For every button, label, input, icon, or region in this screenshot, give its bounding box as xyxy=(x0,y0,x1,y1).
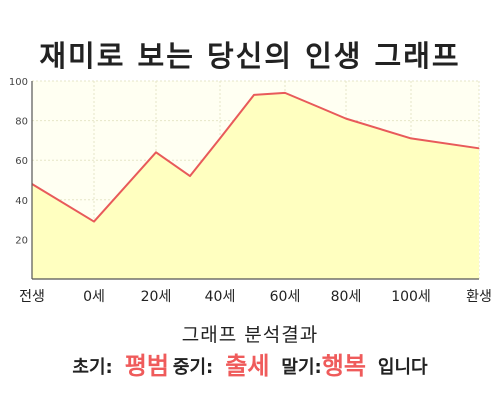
x-tick-label: 환생 xyxy=(466,289,492,305)
data-point xyxy=(345,118,347,120)
early-label: 초기: xyxy=(72,357,113,378)
x-tick-label: 100세 xyxy=(391,289,431,305)
page-title: 재미로 보는 당신의 인생 그래프 xyxy=(39,39,461,73)
early-value: 평범 xyxy=(124,352,169,380)
data-point xyxy=(253,94,255,96)
data-point xyxy=(189,175,191,177)
middle-value: 출세 xyxy=(225,352,270,380)
area-fill xyxy=(32,92,479,279)
result-summary: 초기: 평범 중기: 출세 말기:행복 입니다 xyxy=(0,346,500,381)
late-value: 행복 xyxy=(321,352,366,380)
result-suffix: 입니다 xyxy=(377,357,428,378)
y-tick-label: 80 xyxy=(15,117,28,128)
late-label: 말기: xyxy=(281,357,322,378)
x-tick-label: 80세 xyxy=(331,289,362,305)
data-point xyxy=(219,137,221,139)
result-heading: 그래프 분석결과 xyxy=(181,324,319,346)
y-tick-label: 100 xyxy=(9,77,28,88)
data-point xyxy=(93,221,95,223)
x-tick-label: 60세 xyxy=(270,289,301,305)
y-tick-label: 20 xyxy=(15,235,28,246)
x-tick-label: 전생 xyxy=(19,289,45,305)
data-point xyxy=(410,137,412,139)
x-tick-label: 20세 xyxy=(141,289,172,305)
x-tick-label: 0세 xyxy=(83,289,105,305)
y-tick-label: 40 xyxy=(15,196,28,207)
x-tick-label: 40세 xyxy=(205,289,236,305)
y-tick-label: 60 xyxy=(15,156,28,167)
middle-label: 중기: xyxy=(172,357,214,378)
data-point xyxy=(155,151,157,153)
data-point xyxy=(284,92,286,94)
data-point xyxy=(317,106,319,108)
data-point xyxy=(478,147,480,149)
